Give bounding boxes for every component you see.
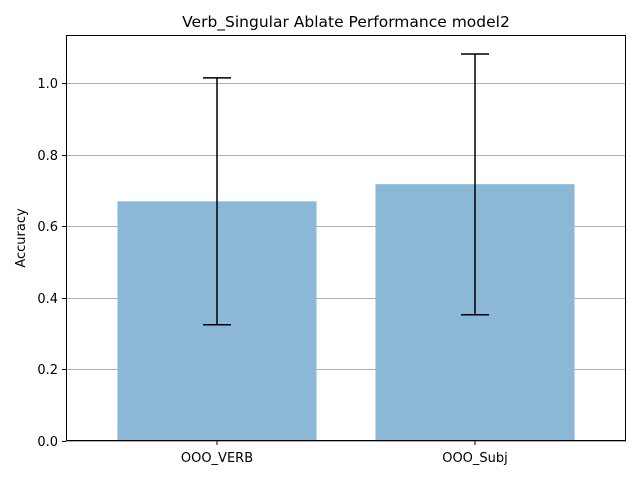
plot-frame [66, 35, 626, 441]
y-tick-label: 0.4 [37, 292, 58, 307]
bars [117, 184, 575, 441]
chart-title: Verb_Singular Ablate Performance model2 [182, 13, 510, 32]
y-tick-label: 0.2 [37, 363, 58, 378]
error-bars [203, 53, 489, 326]
y-axis-ticks: 0.0 0.2 0.4 0.6 0.8 1.0 [37, 77, 66, 450]
y-tick-label: 0.8 [37, 149, 58, 164]
y-axis-label: Accuracy [14, 208, 29, 268]
y-tick-label: 0.6 [37, 220, 58, 235]
y-tick-label: 0.0 [37, 435, 58, 450]
x-tick-label: OOO_Subj [442, 451, 508, 466]
x-tick-label: OOO_VERB [181, 451, 253, 466]
x-axis-ticks: OOO_VERB OOO_Subj [181, 441, 508, 466]
y-tick-label: 1.0 [37, 77, 58, 92]
